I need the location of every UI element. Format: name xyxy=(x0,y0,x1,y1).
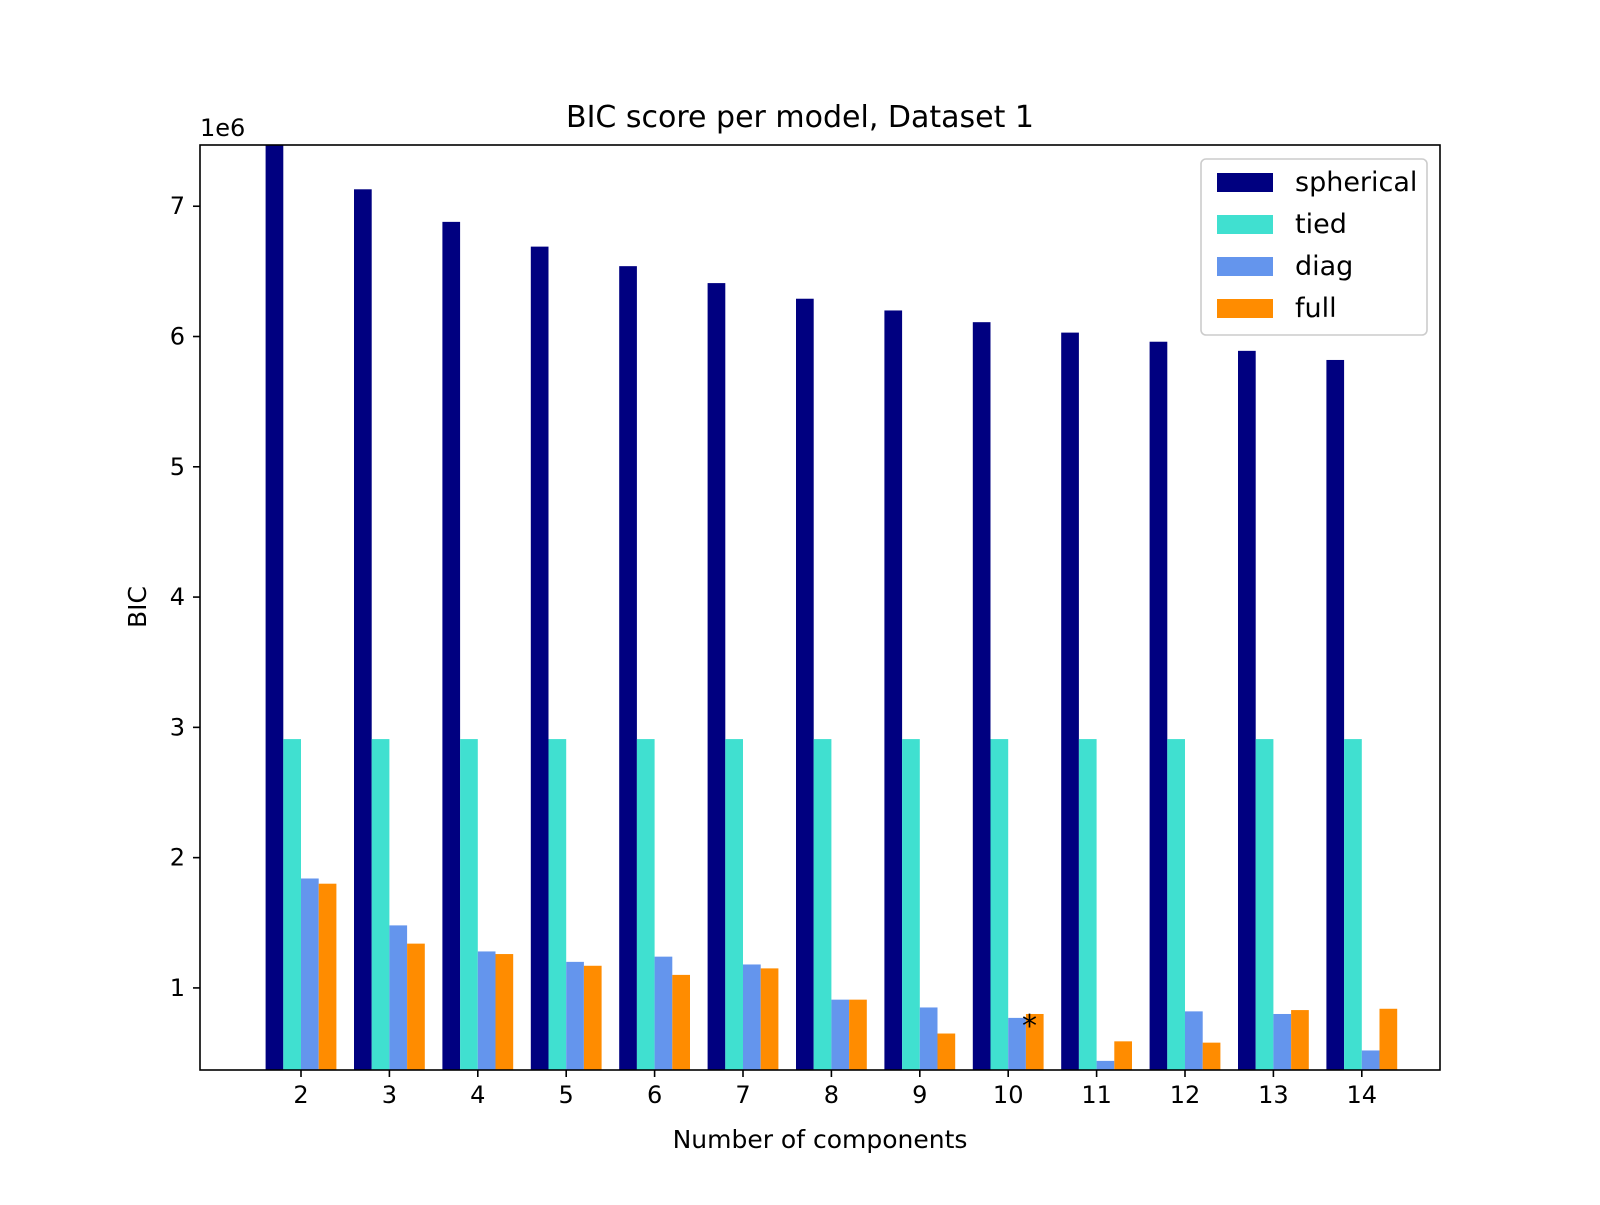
bar-spherical-6 xyxy=(619,266,637,1070)
x-tick-label-10: 10 xyxy=(993,1081,1024,1109)
x-axis-ticks: 2 3 4 5 6 7 8 9 10 11 12 13 14 xyxy=(293,1070,1377,1109)
y-tick-label-1: 1 xyxy=(170,974,185,1002)
legend: spherical tied diag full xyxy=(1200,158,1428,336)
legend-label-spherical: spherical xyxy=(1295,167,1417,198)
bar-diag-2 xyxy=(301,878,319,1070)
bar-full-12 xyxy=(1202,1042,1221,1070)
bar-diag-5 xyxy=(566,961,584,1070)
bar-diag-13 xyxy=(1273,1013,1292,1070)
x-tick-label-9: 9 xyxy=(912,1081,927,1109)
bar-diag-8 xyxy=(831,999,850,1070)
x-tick-label-5: 5 xyxy=(559,1081,574,1109)
x-tick-label-8: 8 xyxy=(824,1081,839,1109)
legend-swatch-full xyxy=(1217,299,1273,318)
bar-tied-9 xyxy=(902,739,920,1070)
legend-label-full: full xyxy=(1295,293,1337,324)
bar-spherical-2 xyxy=(265,145,284,1070)
y-tick-label-6: 6 xyxy=(170,323,185,351)
x-tick-label-13: 13 xyxy=(1258,1081,1289,1109)
bar-tied-8 xyxy=(813,739,832,1070)
bar-diag-3 xyxy=(389,925,408,1070)
bar-full-11 xyxy=(1114,1041,1132,1070)
y-axis-ticks: 1 2 3 4 5 6 7 xyxy=(170,192,200,1002)
bar-diag-7 xyxy=(743,964,761,1070)
bar-spherical-8 xyxy=(796,298,814,1071)
bar-spherical-14 xyxy=(1326,359,1345,1071)
y-axis-offset-label: 1e6 xyxy=(200,114,245,142)
y-tick-label-4: 4 xyxy=(170,583,185,611)
y-tick-label-7: 7 xyxy=(170,192,185,220)
x-tick-label-14: 14 xyxy=(1347,1081,1378,1109)
bar-spherical-5 xyxy=(530,246,549,1070)
bar-spherical-9 xyxy=(884,310,903,1071)
bar-spherical-10 xyxy=(972,322,991,1070)
bar-diag-12 xyxy=(1185,1011,1203,1070)
bar-full-14 xyxy=(1379,1008,1398,1070)
bar-spherical-3 xyxy=(354,189,372,1071)
x-tick-label-4: 4 xyxy=(470,1081,485,1109)
bar-spherical-7 xyxy=(707,283,726,1071)
bar-tied-2 xyxy=(283,739,301,1070)
axes-frame xyxy=(199,144,1441,1071)
legend-label-tied: tied xyxy=(1295,209,1347,240)
bar-full-5 xyxy=(583,965,602,1070)
bar-full-8 xyxy=(849,999,867,1070)
bar-tied-12 xyxy=(1167,739,1185,1070)
bar-diag-11 xyxy=(1096,1060,1115,1070)
bar-spherical-13 xyxy=(1238,350,1256,1071)
bar-tied-14 xyxy=(1344,739,1362,1070)
bar-diag-9 xyxy=(919,1007,938,1070)
bar-tied-10 xyxy=(990,739,1009,1070)
bar-tied-7 xyxy=(725,739,743,1070)
bar-tied-4 xyxy=(460,739,478,1070)
bar-diag-6 xyxy=(654,956,673,1070)
x-tick-label-3: 3 xyxy=(382,1081,397,1109)
legend-swatch-tied xyxy=(1217,215,1273,234)
bar-full-13 xyxy=(1291,1010,1309,1070)
bar-full-6 xyxy=(672,974,690,1070)
bar-spherical-11 xyxy=(1061,332,1079,1070)
x-tick-label-6: 6 xyxy=(647,1081,662,1109)
x-tick-label-7: 7 xyxy=(735,1081,750,1109)
bar-full-7 xyxy=(760,968,779,1070)
legend-label-diag: diag xyxy=(1295,251,1353,282)
bars-group xyxy=(265,145,1398,1071)
legend-swatch-spherical xyxy=(1217,173,1273,192)
y-tick-label-5: 5 xyxy=(170,453,185,481)
y-tick-label-2: 2 xyxy=(170,844,185,872)
y-axis-label: BIC xyxy=(123,586,152,628)
bar-tied-5 xyxy=(548,739,567,1070)
x-tick-label-11: 11 xyxy=(1081,1081,1112,1109)
bar-spherical-12 xyxy=(1149,341,1168,1071)
bar-spherical-4 xyxy=(442,221,461,1070)
bar-full-3 xyxy=(407,943,425,1070)
best-model-annotation: * xyxy=(1022,1009,1037,1044)
bar-diag-10 xyxy=(1008,1017,1026,1070)
x-tick-label-2: 2 xyxy=(293,1081,308,1109)
bar-diag-14 xyxy=(1361,1050,1380,1070)
chart-title: BIC score per model, Dataset 1 xyxy=(566,100,1034,135)
bar-full-2 xyxy=(318,883,337,1070)
bar-diag-4 xyxy=(477,951,496,1070)
legend-swatch-diag xyxy=(1217,257,1273,276)
bar-full-9 xyxy=(937,1033,956,1070)
bar-full-4 xyxy=(495,954,514,1070)
bar-tied-3 xyxy=(371,739,390,1070)
annotations-group: * xyxy=(1022,1009,1037,1044)
bar-tied-6 xyxy=(636,739,655,1070)
y-tick-label-3: 3 xyxy=(170,713,185,741)
x-axis-label: Number of components xyxy=(673,1125,968,1154)
legend-box xyxy=(1200,158,1428,336)
bar-full-10 xyxy=(1025,1013,1044,1070)
bar-tied-13 xyxy=(1255,739,1274,1070)
bar-tied-11 xyxy=(1078,739,1097,1070)
x-tick-label-12: 12 xyxy=(1170,1081,1201,1109)
